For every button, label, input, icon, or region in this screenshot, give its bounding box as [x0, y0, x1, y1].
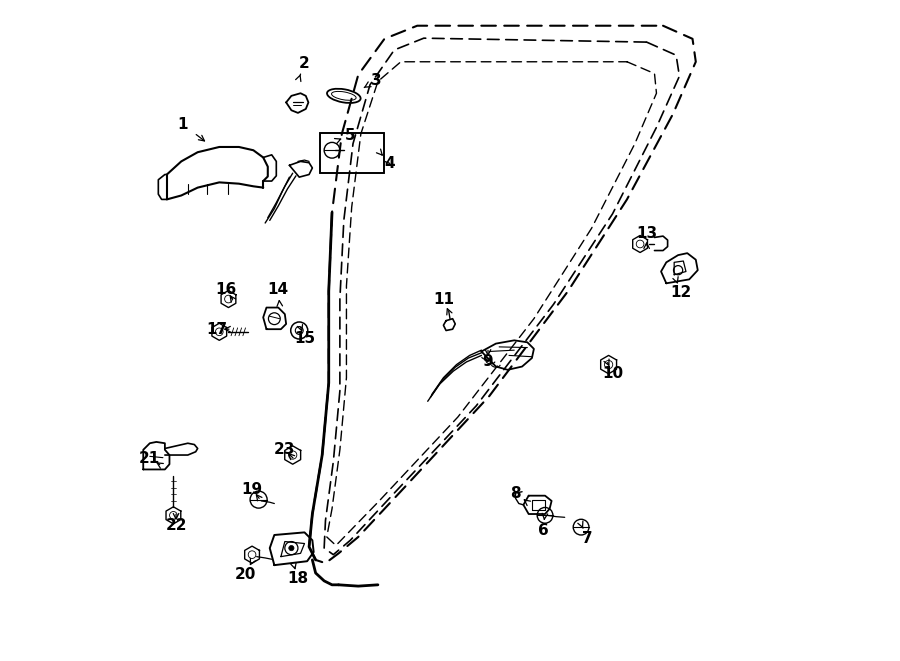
Text: 18: 18 [287, 570, 309, 586]
Text: 6: 6 [537, 523, 548, 538]
Text: 2: 2 [299, 56, 310, 71]
Text: 7: 7 [582, 531, 593, 547]
Text: 4: 4 [384, 156, 395, 171]
Text: 1: 1 [177, 116, 188, 132]
Text: 17: 17 [207, 322, 228, 336]
Text: 9: 9 [482, 354, 493, 369]
Text: 20: 20 [235, 567, 256, 582]
Text: 3: 3 [372, 73, 382, 88]
Text: 14: 14 [267, 282, 289, 297]
Text: 19: 19 [241, 482, 263, 496]
Text: 22: 22 [166, 518, 187, 533]
Text: 10: 10 [602, 366, 623, 381]
Circle shape [289, 545, 294, 551]
Text: 23: 23 [274, 442, 295, 457]
Text: 11: 11 [433, 292, 454, 307]
Text: 15: 15 [294, 331, 315, 346]
Text: 13: 13 [636, 226, 657, 241]
Text: 12: 12 [670, 285, 691, 300]
Text: 5: 5 [345, 128, 356, 143]
Text: 8: 8 [510, 486, 521, 500]
Bar [320, 133, 384, 173]
Text: 16: 16 [215, 282, 237, 297]
Text: 21: 21 [140, 451, 160, 466]
